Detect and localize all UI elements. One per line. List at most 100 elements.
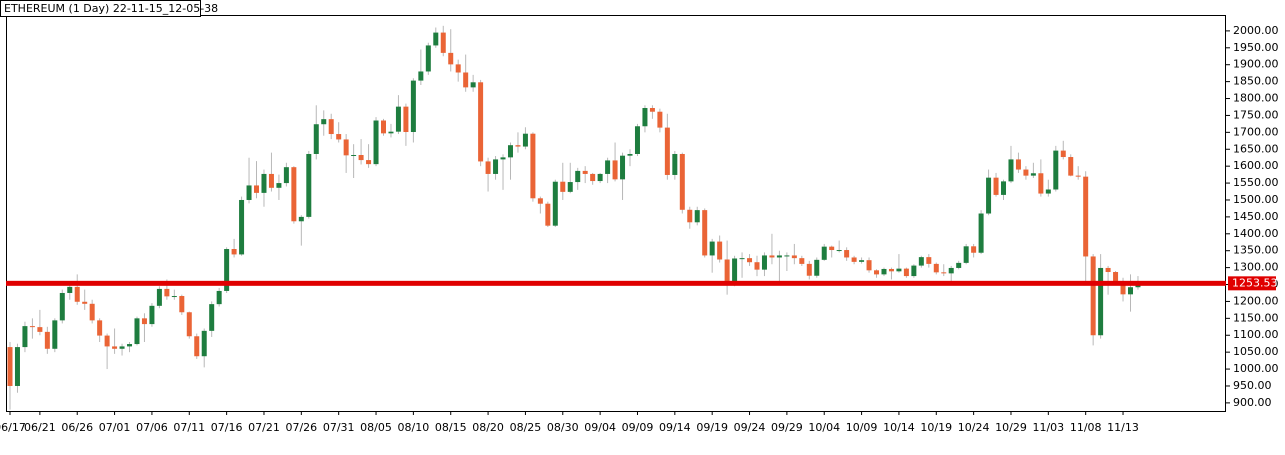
candle-body	[418, 71, 424, 81]
candle-body	[941, 272, 947, 274]
y-tick-label: 1650.00	[1233, 142, 1279, 155]
candle-body	[963, 246, 969, 263]
y-tick-label: 2000.00	[1233, 24, 1279, 37]
candle-body	[612, 160, 618, 180]
candle-body	[97, 320, 103, 336]
candle-body	[478, 82, 484, 162]
candle-body	[89, 303, 95, 321]
candle-body	[7, 347, 13, 386]
candle-body	[500, 157, 506, 160]
x-tick-label: 10/09	[846, 421, 878, 434]
candle-body	[620, 155, 626, 180]
y-tick-label: 1750.00	[1233, 108, 1279, 121]
candle-body	[74, 286, 80, 302]
x-tick-label: 07/11	[173, 421, 205, 434]
y-tick-label: 1900.00	[1233, 58, 1279, 71]
candle-body	[784, 255, 790, 257]
candle-body	[425, 45, 431, 72]
candle-body	[268, 173, 274, 188]
candle-body	[844, 250, 850, 258]
candle-body	[1105, 267, 1111, 273]
candle-body	[1068, 157, 1074, 176]
price-line	[6, 280, 1226, 286]
candle-body	[739, 258, 745, 260]
price-label-box	[1228, 276, 1276, 291]
candle-body	[1060, 150, 1066, 158]
candle-body	[948, 267, 954, 274]
candle-body	[933, 263, 939, 273]
candle-body	[866, 260, 872, 271]
y-tick-label: 900.00	[1233, 396, 1272, 409]
candle-body	[1015, 159, 1021, 170]
x-tick-label: 09/14	[659, 421, 691, 434]
candle-body	[209, 304, 215, 331]
x-tick-label: 10/19	[920, 421, 952, 434]
candle-body	[395, 106, 401, 132]
candle-body	[747, 258, 753, 263]
x-tick-label: 06/26	[61, 421, 93, 434]
candle-body	[388, 131, 394, 134]
candle-body	[522, 133, 528, 147]
candle-body	[1045, 189, 1051, 194]
candle-body	[1038, 173, 1044, 194]
y-tick-label: 1800.00	[1233, 92, 1279, 105]
candle-body	[216, 290, 222, 305]
candle-body	[52, 320, 58, 349]
candle-body	[246, 185, 252, 200]
plot-frame	[6, 15, 1226, 412]
candle-body	[381, 120, 386, 134]
candle-body	[366, 160, 372, 165]
candle-body	[186, 312, 192, 337]
candle-body	[874, 270, 880, 275]
candle-body	[119, 346, 125, 349]
candle-body	[881, 268, 887, 275]
candle-body	[224, 249, 230, 291]
x-tick-label: 08/25	[510, 421, 542, 434]
candle-body	[343, 139, 349, 156]
candle-body	[82, 301, 88, 304]
x-tick-label: 10/04	[808, 421, 840, 434]
candle-body	[567, 182, 573, 192]
candle-body	[986, 177, 992, 214]
candle-body	[1008, 159, 1014, 182]
x-tick-label: 11/03	[1032, 421, 1064, 434]
y-tick-label: 950.00	[1233, 379, 1272, 392]
candle-body	[605, 160, 611, 174]
x-tick-label: 07/21	[248, 421, 280, 434]
candle-body	[754, 262, 760, 270]
y-tick-label: 1600.00	[1233, 159, 1279, 172]
candle-body	[776, 255, 782, 258]
candle-body	[761, 255, 767, 270]
x-tick-label: 07/06	[136, 421, 168, 434]
candle-body	[709, 241, 715, 256]
candle-body	[530, 133, 536, 199]
candle-body	[127, 344, 133, 347]
candle-body	[29, 326, 35, 328]
candle-body	[231, 249, 237, 255]
candle-body	[141, 318, 147, 325]
x-tick-label: 08/10	[398, 421, 430, 434]
candle-body	[254, 185, 260, 193]
candle-body	[956, 262, 962, 268]
candle-body	[597, 173, 603, 182]
x-tick-label: 08/15	[435, 421, 467, 434]
candle-body	[463, 72, 469, 88]
candle-body	[283, 167, 289, 184]
candle-body	[22, 326, 28, 348]
x-tick-label: 09/24	[734, 421, 766, 434]
x-tick-label: 08/30	[547, 421, 579, 434]
x-tick-label: 11/08	[1070, 421, 1102, 434]
candle-body	[679, 153, 685, 210]
candle-body	[470, 82, 476, 88]
candle-body	[1023, 169, 1029, 176]
candle-body	[1083, 176, 1089, 257]
candle-body	[321, 119, 327, 125]
y-tick-label: 1500.00	[1233, 193, 1279, 206]
candle-body	[806, 263, 812, 276]
candle-body	[672, 153, 678, 175]
candle-body	[1075, 175, 1081, 177]
candle-body	[156, 288, 162, 306]
candle-body	[455, 64, 461, 73]
candle-body	[590, 173, 596, 182]
